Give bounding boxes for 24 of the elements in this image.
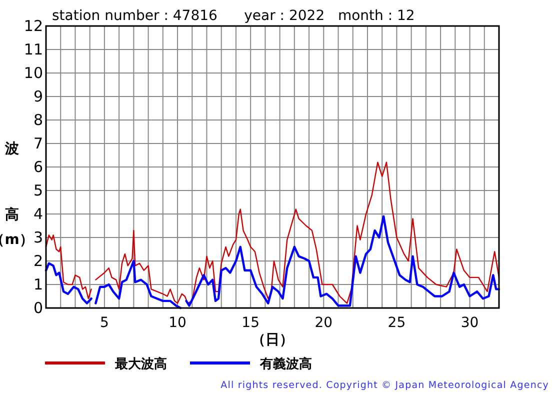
x-tick-label: 25 [388, 315, 406, 331]
y-tick-label: 4 [33, 205, 43, 223]
y-tick-label: 12 [24, 17, 43, 35]
y-tick-label: 2 [33, 252, 43, 270]
x-tick-label: 20 [314, 315, 333, 331]
x-tick-label: 15 [242, 315, 260, 331]
x-axis-title: （日） [252, 332, 294, 348]
y-tick-label: 7 [33, 134, 43, 152]
x-tick-label: 30 [460, 315, 479, 331]
y-tick-label: 6 [33, 158, 43, 176]
x-tick-label: 5 [100, 315, 109, 331]
x-tick-label: 10 [168, 315, 186, 331]
y-tick-label: 10 [24, 64, 43, 82]
y-tick-label: 5 [33, 182, 43, 200]
y-tick-label: 9 [33, 88, 43, 106]
chart-title: station number : 47816 year : 2022 month : 12 [52, 8, 415, 24]
text: All rights reserved. Copyright © Japan Meteorological Agency [220, 380, 549, 391]
y-tick-label: 1 [33, 276, 43, 294]
y-tick-label: 8 [33, 111, 43, 129]
y-tick-label: 11 [24, 40, 43, 58]
legend-label: 最大波高 [114, 356, 167, 372]
y-tick-label: 3 [33, 228, 43, 246]
y-tick-label: 0 [33, 299, 43, 317]
legend-label: 有義波高 [259, 356, 312, 372]
